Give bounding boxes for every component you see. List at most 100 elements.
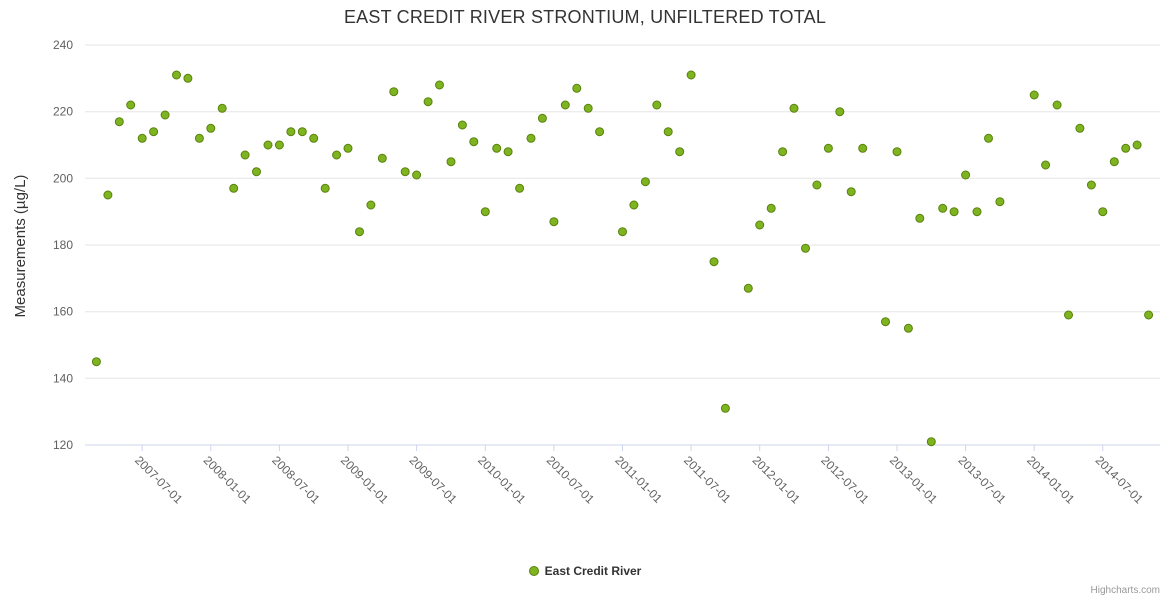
data-point[interactable] [1121, 143, 1131, 153]
data-point[interactable] [549, 217, 559, 227]
y-axis-tick-label: 160 [53, 305, 73, 319]
x-axis-tick-label: 2009-07-01 [406, 453, 460, 507]
data-point[interactable] [823, 143, 833, 153]
data-point[interactable] [1144, 310, 1154, 320]
data-point[interactable] [743, 283, 753, 293]
data-point[interactable] [984, 133, 993, 143]
data-point[interactable] [755, 220, 765, 230]
data-point[interactable] [903, 323, 913, 333]
data-point[interactable] [835, 107, 845, 117]
y-axis-tick-label: 200 [53, 171, 73, 185]
data-point[interactable] [629, 200, 639, 210]
data-point[interactable] [1098, 207, 1108, 217]
data-point[interactable] [972, 207, 982, 217]
data-point[interactable] [412, 170, 422, 180]
data-point[interactable] [446, 157, 456, 167]
data-point[interactable] [320, 183, 330, 193]
data-point[interactable] [457, 120, 467, 130]
x-axis-tick-label: 2013-07-01 [955, 453, 1009, 507]
data-point[interactable] [915, 213, 925, 223]
data-point[interactable] [881, 317, 890, 327]
data-point[interactable] [1075, 123, 1085, 133]
data-point[interactable] [995, 197, 1005, 207]
data-point[interactable] [286, 127, 296, 137]
data-point[interactable] [892, 147, 902, 157]
data-point[interactable] [149, 127, 159, 137]
data-point[interactable] [492, 143, 502, 153]
data-point[interactable] [663, 127, 673, 137]
data-point[interactable] [709, 257, 719, 267]
data-point[interactable] [1109, 157, 1119, 167]
data-point[interactable] [1029, 90, 1039, 100]
data-point[interactable] [583, 103, 593, 113]
data-point[interactable] [377, 153, 387, 163]
data-point[interactable] [812, 180, 822, 190]
data-point[interactable] [91, 357, 101, 367]
data-point[interactable] [309, 133, 319, 143]
data-point[interactable] [858, 143, 868, 153]
data-point[interactable] [675, 147, 685, 157]
data-point[interactable] [1041, 160, 1051, 170]
data-point[interactable] [297, 127, 307, 137]
data-point[interactable] [160, 110, 170, 120]
data-point[interactable] [961, 170, 971, 180]
data-point[interactable] [126, 100, 136, 110]
data-point[interactable] [263, 140, 273, 150]
data-point[interactable] [332, 150, 342, 160]
data-point[interactable] [801, 243, 810, 253]
data-point[interactable] [435, 80, 444, 90]
data-point[interactable] [172, 70, 181, 80]
x-axis-tick-label: 2011-07-01 [681, 453, 734, 506]
highcharts-credits-link[interactable]: Highcharts.com [1090, 585, 1160, 596]
data-point[interactable] [400, 167, 410, 177]
data-point[interactable] [537, 113, 547, 123]
data-point[interactable] [766, 203, 776, 213]
data-point[interactable] [1086, 180, 1096, 190]
data-point[interactable] [938, 203, 948, 213]
data-point[interactable] [274, 140, 284, 150]
chart-title: EAST CREDIT RIVER STRONTIUM, UNFILTERED … [343, 7, 827, 27]
data-point[interactable] [1052, 100, 1062, 110]
data-point[interactable] [618, 227, 627, 237]
data-point[interactable] [206, 123, 216, 133]
legend-marker-icon [528, 566, 539, 576]
data-point[interactable] [926, 437, 936, 447]
data-point[interactable] [480, 207, 490, 217]
data-point[interactable] [103, 190, 113, 200]
data-point[interactable] [686, 70, 696, 80]
data-point[interactable] [1132, 140, 1142, 150]
data-point[interactable] [503, 147, 513, 157]
data-point[interactable] [423, 97, 433, 107]
data-point[interactable] [355, 227, 364, 237]
data-point[interactable] [229, 183, 239, 193]
data-point[interactable] [389, 87, 399, 97]
data-point[interactable] [789, 103, 799, 113]
data-point[interactable] [526, 133, 536, 143]
data-point[interactable] [343, 143, 353, 153]
data-point[interactable] [1064, 310, 1073, 320]
y-axis-tick-label: 240 [53, 38, 73, 52]
data-point[interactable] [137, 133, 147, 143]
x-axis-tick-label: 2011-01-01 [612, 453, 665, 506]
data-point[interactable] [778, 147, 788, 157]
data-point[interactable] [595, 127, 605, 137]
x-axis-tick-label: 2014-01-01 [1024, 453, 1078, 507]
data-point[interactable] [114, 117, 124, 127]
data-point[interactable] [949, 207, 959, 217]
data-point[interactable] [183, 73, 193, 83]
data-point[interactable] [572, 83, 582, 93]
data-point[interactable] [846, 187, 856, 197]
data-point[interactable] [720, 403, 730, 413]
data-point[interactable] [560, 100, 570, 110]
data-point[interactable] [217, 103, 227, 113]
data-point[interactable] [469, 137, 479, 147]
data-point[interactable] [515, 183, 525, 193]
data-point[interactable] [240, 150, 250, 160]
data-point[interactable] [652, 100, 662, 110]
data-point[interactable] [640, 177, 650, 187]
data-point[interactable] [252, 167, 261, 177]
data-point[interactable] [194, 133, 204, 143]
data-point[interactable] [366, 200, 376, 210]
legend-item-east-credit-river[interactable]: East Credit River [0, 564, 1170, 578]
